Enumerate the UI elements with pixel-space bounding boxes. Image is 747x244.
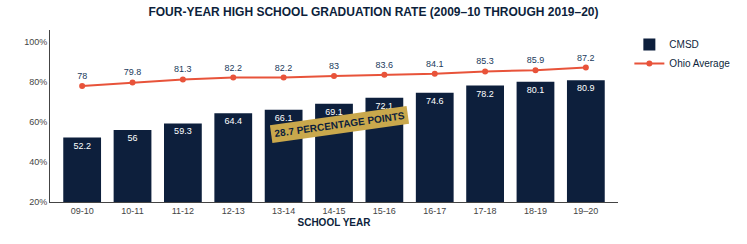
svg-text:40%: 40% xyxy=(29,157,47,167)
svg-text:82.2: 82.2 xyxy=(275,63,293,73)
svg-text:83: 83 xyxy=(329,61,339,71)
svg-text:74.6: 74.6 xyxy=(426,96,444,106)
svg-text:60%: 60% xyxy=(29,117,47,127)
svg-text:56: 56 xyxy=(128,133,138,143)
svg-text:80%: 80% xyxy=(29,77,47,87)
svg-text:81.3: 81.3 xyxy=(174,64,192,74)
svg-text:80.1: 80.1 xyxy=(527,85,545,95)
svg-text:19–20: 19–20 xyxy=(573,206,598,216)
svg-text:CMSD: CMSD xyxy=(669,39,698,50)
svg-text:87.2: 87.2 xyxy=(577,53,595,63)
svg-text:14-15: 14-15 xyxy=(322,206,345,216)
svg-text:13-14: 13-14 xyxy=(272,206,295,216)
svg-text:28.7 PERCENTAGE POINTS: 28.7 PERCENTAGE POINTS xyxy=(274,110,406,139)
svg-text:83.6: 83.6 xyxy=(376,60,394,70)
svg-text:11-12: 11-12 xyxy=(172,206,194,216)
svg-text:FOUR-YEAR HIGH SCHOOL GRADUATI: FOUR-YEAR HIGH SCHOOL GRADUATION RATE (2… xyxy=(148,5,598,19)
svg-text:72.1: 72.1 xyxy=(376,101,394,111)
svg-text:16-17: 16-17 xyxy=(423,206,446,216)
svg-text:69.1: 69.1 xyxy=(325,107,343,117)
svg-text:100%: 100% xyxy=(24,37,47,47)
svg-text:82.2: 82.2 xyxy=(224,63,242,73)
svg-text:79.8: 79.8 xyxy=(124,67,142,77)
svg-text:66.1: 66.1 xyxy=(275,113,293,123)
svg-text:59.3: 59.3 xyxy=(174,126,192,136)
svg-text:SCHOOL YEAR: SCHOOL YEAR xyxy=(298,217,372,228)
svg-text:64.4: 64.4 xyxy=(224,116,242,126)
svg-text:17-18: 17-18 xyxy=(474,206,497,216)
svg-text:15-16: 15-16 xyxy=(373,206,396,216)
svg-text:12-13: 12-13 xyxy=(222,206,245,216)
svg-text:85.3: 85.3 xyxy=(476,56,494,66)
svg-text:85.9: 85.9 xyxy=(527,55,545,65)
svg-text:84.1: 84.1 xyxy=(426,59,444,69)
svg-text:52.2: 52.2 xyxy=(73,141,91,151)
svg-text:18-19: 18-19 xyxy=(524,206,547,216)
svg-text:78.2: 78.2 xyxy=(476,89,494,99)
svg-text:80.9: 80.9 xyxy=(577,83,595,93)
svg-text:Ohio Average: Ohio Average xyxy=(669,58,730,69)
svg-text:20%: 20% xyxy=(29,197,47,207)
svg-text:10-11: 10-11 xyxy=(121,206,143,216)
svg-text:78: 78 xyxy=(77,71,87,81)
svg-text:09-10: 09-10 xyxy=(71,206,94,216)
